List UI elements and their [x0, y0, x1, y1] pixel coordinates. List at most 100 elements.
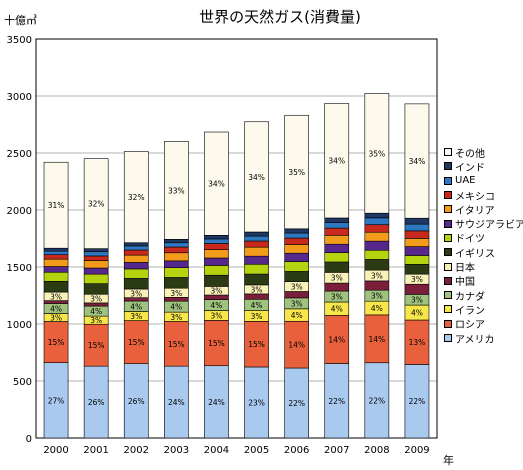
legend-item: ロシア [444, 317, 523, 331]
data-label: 3% [50, 292, 62, 301]
legend-item: UAE [444, 174, 523, 188]
data-label: 23% [248, 398, 265, 407]
data-label: 3% [130, 312, 142, 321]
bar-segment [364, 362, 390, 439]
plot-frame [35, 38, 438, 439]
bar-segment [324, 243, 350, 253]
data-label: 4% [371, 304, 383, 313]
legend-swatch [444, 176, 452, 185]
bar-segment [404, 283, 430, 295]
data-label: 22% [328, 397, 345, 406]
data-label: 13% [409, 338, 426, 347]
x-tick-label: 2009 [404, 445, 429, 456]
bar-segment [364, 212, 390, 219]
x-tick-label: 2008 [364, 445, 389, 456]
legend-label: ドイツ [455, 234, 485, 246]
data-label: 15% [248, 340, 265, 349]
bar-segment [284, 271, 309, 283]
data-label: 33% [168, 186, 185, 195]
bar-segment [244, 293, 269, 300]
data-label: 15% [208, 339, 225, 348]
legend-label: ロシア [455, 320, 485, 332]
legend-item: サウジアラビア [444, 216, 523, 232]
bar-segment [324, 261, 350, 273]
data-label: 3% [411, 275, 423, 284]
data-label: 4% [291, 311, 303, 320]
x-tick-label: 2003 [164, 445, 189, 456]
bar-segment [324, 103, 350, 219]
legend-swatch [444, 291, 452, 300]
bar-segment [83, 158, 109, 249]
bar-segment [164, 297, 189, 302]
bar-segment [123, 363, 149, 439]
bar-segment [204, 235, 229, 240]
legend-label: サウジアラビア [455, 220, 523, 232]
legend-swatch [444, 276, 452, 285]
data-label: 14% [328, 336, 345, 345]
bar-segment [364, 231, 390, 242]
data-label: 27% [48, 396, 65, 405]
data-label: 3% [210, 311, 222, 320]
bar-segment [83, 255, 109, 261]
bar-segment [164, 238, 189, 244]
data-label: 15% [168, 340, 185, 349]
bar-segment [43, 362, 69, 439]
bar-segment [43, 247, 69, 252]
legend-label: その他 [455, 148, 485, 160]
bar-segment [244, 263, 269, 275]
data-label: 3% [411, 296, 423, 305]
data-label: 26% [128, 397, 145, 406]
data-label: 4% [411, 309, 423, 318]
data-label: 4% [210, 301, 222, 310]
data-label: 3% [170, 313, 182, 322]
bar-segment [83, 283, 109, 295]
bar-segment [324, 222, 350, 229]
legend-label: メキシコ [455, 191, 495, 203]
bar-segment [83, 323, 109, 367]
bar-segment [364, 259, 390, 271]
bar-segment [123, 249, 149, 256]
data-label: 15% [128, 338, 145, 347]
bar-segment [364, 249, 390, 260]
legend-item: アメリカ [444, 331, 523, 346]
legend-item: カナダ [444, 288, 523, 303]
x-tick-label: 2005 [244, 445, 269, 456]
legend-swatch [444, 148, 452, 157]
bar-segment [83, 273, 109, 284]
data-label: 34% [248, 173, 265, 182]
bar-segment [284, 261, 309, 272]
y-axis-label: 十億㎥ [4, 14, 37, 27]
bar-segment [404, 223, 430, 232]
bar-segment [83, 365, 109, 439]
chart-title: 世界の天然ガス(消費量) [199, 8, 361, 26]
x-axis-label: 年 [443, 454, 454, 467]
bar-segment [43, 266, 69, 273]
bar-segment [164, 277, 189, 289]
legend: その他 インド UAE メキシコ イタリア サウジアラビア ドイツ イギリス 日本 中国 カナダ イラ… [444, 145, 523, 346]
bar-segment [324, 227, 350, 236]
data-label: 14% [369, 335, 386, 344]
data-label: 22% [288, 399, 305, 408]
bar-segment [244, 235, 269, 242]
bar-segment [123, 242, 149, 247]
data-label: 3% [90, 295, 102, 304]
data-label: 34% [208, 180, 225, 189]
bar-segment [364, 224, 390, 233]
bar-segment [364, 280, 390, 291]
legend-item: インド [444, 159, 523, 174]
bar-segment [123, 254, 149, 263]
bar-segment [404, 246, 430, 256]
data-label: 32% [88, 200, 105, 209]
data-label: 15% [48, 338, 65, 347]
bar-segment [284, 320, 309, 369]
y-tick-label: 1500 [7, 263, 32, 274]
legend-swatch [444, 205, 452, 214]
data-label: 34% [328, 157, 345, 166]
bar-segment [244, 121, 269, 233]
bar-segment [43, 271, 69, 282]
legend-swatch [444, 233, 452, 242]
bar-segment [284, 228, 309, 234]
legend-label: アメリカ [455, 334, 495, 346]
data-label: 3% [371, 292, 383, 301]
